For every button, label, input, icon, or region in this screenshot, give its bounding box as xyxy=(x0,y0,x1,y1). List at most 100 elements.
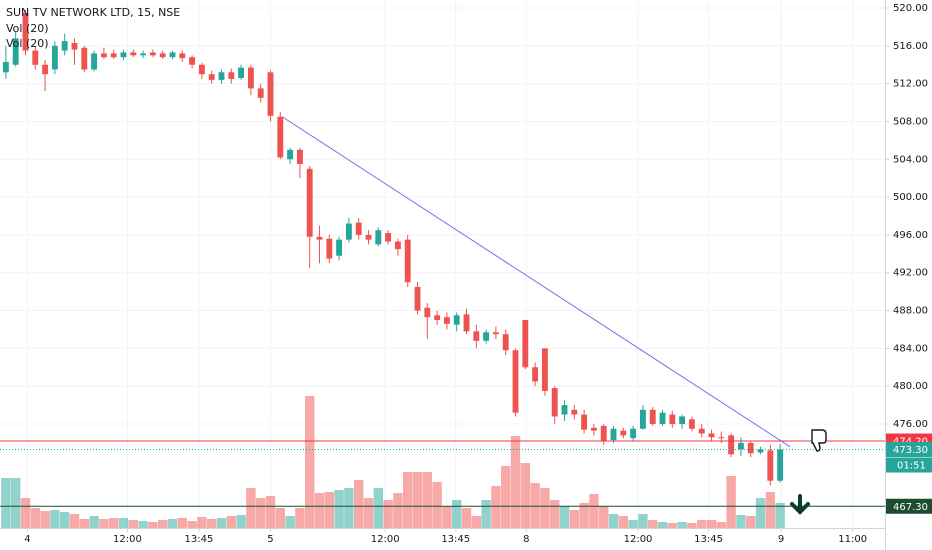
y-tick-label: 500.00 xyxy=(893,192,928,203)
y-tick-label: 476.00 xyxy=(893,419,928,430)
volume-bar xyxy=(481,500,491,528)
volume-bar xyxy=(775,503,785,528)
trend-line xyxy=(281,116,791,448)
candle-body xyxy=(414,286,421,311)
candle-body xyxy=(424,307,431,318)
volume-bar xyxy=(706,520,717,528)
candle-body xyxy=(179,53,186,59)
y-tick-label: 496.00 xyxy=(893,230,928,241)
candle-body xyxy=(473,331,480,341)
volume-bar xyxy=(638,514,648,528)
price-level-label: 473.30 xyxy=(893,445,928,456)
volume-bar xyxy=(216,518,227,528)
volume-bar xyxy=(177,518,187,528)
volume-bar xyxy=(148,522,158,528)
volume-bar xyxy=(79,519,89,528)
x-tick-label: 13:45 xyxy=(694,534,723,545)
volume-bar xyxy=(197,517,207,528)
y-tick-label: 512.00 xyxy=(893,79,928,90)
candle-body xyxy=(728,435,735,455)
y-tick-label: 484.00 xyxy=(893,343,928,354)
countdown-box xyxy=(886,457,932,473)
volume-bar xyxy=(677,522,687,528)
volume-bar xyxy=(89,516,99,528)
volume-bar xyxy=(550,500,560,528)
volume-bar xyxy=(422,472,433,528)
candle-body xyxy=(620,430,627,436)
volume-bar xyxy=(383,500,393,528)
volume-bar xyxy=(324,492,335,528)
y-tick-label: 508.00 xyxy=(893,116,928,127)
y-tick-label: 516.00 xyxy=(893,41,928,52)
volume-bar xyxy=(648,520,658,528)
candle-body xyxy=(277,116,284,158)
x-tick-label: 12:00 xyxy=(371,534,400,545)
candle-body xyxy=(267,72,274,116)
thumbs-down-icon[interactable] xyxy=(811,429,827,452)
candle-body xyxy=(189,57,196,65)
volume-bar xyxy=(50,510,60,528)
candle-body xyxy=(718,437,725,439)
candle-body xyxy=(316,236,323,240)
indicator-label: Vol (20) xyxy=(6,37,49,50)
candle-body xyxy=(130,52,137,56)
volume-bar xyxy=(412,472,423,528)
candle-body xyxy=(120,52,127,58)
candle-body xyxy=(394,241,401,250)
volume-bar xyxy=(157,520,168,528)
candle-body xyxy=(757,449,764,453)
volume-bar xyxy=(10,478,21,528)
volume-bar xyxy=(628,520,638,528)
volume-bar xyxy=(618,516,629,528)
candle-body xyxy=(355,222,362,235)
x-tick-label: 13:45 xyxy=(185,534,214,545)
candle-layer xyxy=(2,9,784,486)
candle-body xyxy=(110,53,117,58)
volume-bar xyxy=(334,490,344,528)
volume-bar xyxy=(471,516,482,528)
down-arrow-icon xyxy=(790,494,810,515)
thumbs-down-shape xyxy=(811,429,827,452)
x-tick-label: 4 xyxy=(24,534,30,545)
volume-bar xyxy=(559,506,570,528)
indicator-label: Vol (20) xyxy=(6,22,49,35)
volume-bar xyxy=(599,506,609,528)
candle-body xyxy=(32,50,39,65)
candle-body xyxy=(12,38,19,65)
candle-body xyxy=(365,234,372,240)
chart-title: SUN TV NETWORK LTD, 15, NSE xyxy=(6,6,180,19)
candle-body xyxy=(42,64,49,75)
grid xyxy=(0,0,885,528)
y-tick-label: 504.00 xyxy=(893,154,928,165)
candle-body xyxy=(512,350,519,413)
volume-bar xyxy=(746,516,756,528)
candle-body xyxy=(541,348,548,391)
x-tick-label: 13:45 xyxy=(441,534,470,545)
volume-bar xyxy=(608,514,619,528)
candle-body xyxy=(169,52,176,58)
candle-body xyxy=(747,442,754,454)
candle-body xyxy=(2,61,9,73)
volume-bar xyxy=(687,523,697,528)
candle-body xyxy=(22,12,29,51)
candle-body xyxy=(91,53,98,70)
candle-body xyxy=(777,449,784,481)
volume-bar xyxy=(726,476,736,528)
candle-body xyxy=(571,409,578,415)
volume-bar xyxy=(1,478,11,528)
candle-body xyxy=(336,239,343,256)
x-tick-label: 9 xyxy=(778,534,784,545)
volume-bar xyxy=(452,500,462,528)
candle-body xyxy=(688,419,695,429)
volume-bar xyxy=(118,518,129,528)
y-tick-label: 492.00 xyxy=(893,268,928,279)
volume-bar xyxy=(236,515,246,528)
volume-bar xyxy=(314,493,325,528)
volume-bar xyxy=(363,498,374,528)
volume-bar xyxy=(304,396,315,528)
candle-body xyxy=(669,414,676,425)
x-tick-label: 5 xyxy=(267,534,273,545)
volume-bar xyxy=(540,488,550,528)
volume-bar xyxy=(206,519,217,528)
volume-bar xyxy=(716,522,727,528)
